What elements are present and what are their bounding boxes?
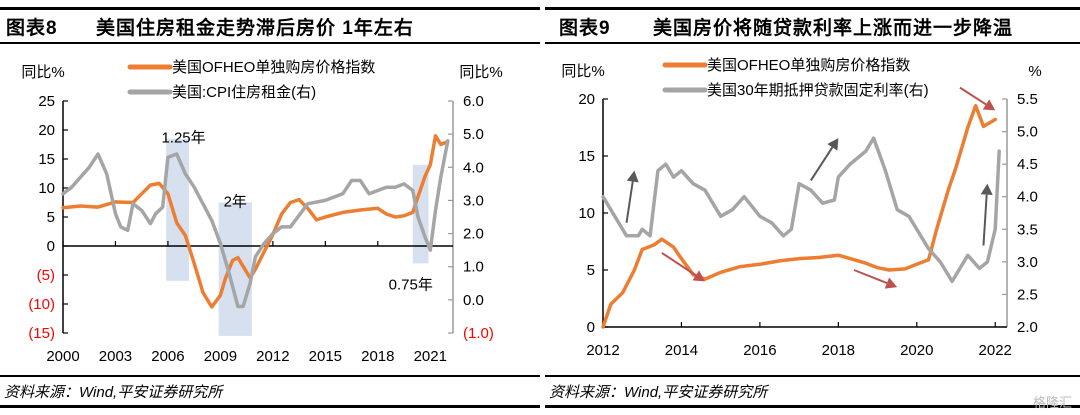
x-tick-label: 2021 [414,348,447,365]
figure-9-panel: 图表9 美国房价将随贷款利率上涨而进一步降温 20 15 10 5 0 5.5 5.0 4.5… [545,0,1080,415]
figure-9-source: 资料来源：Wind,平安证券研究所 [549,384,768,401]
series-line-house-price [61,134,450,309]
figure-8-chart: 2520151050(5)(10)(15)6.05.04.03.02.01.00… [21,59,502,365]
right-axis-title: % [1028,63,1041,80]
right-tick-label: 0.0 [463,292,484,309]
right-tick-label: 6.0 [463,93,484,110]
trend-arrow-down [959,86,987,106]
x-tick-label: 2014 [665,342,698,359]
series-line-house-price [601,104,997,329]
x-tick-label: 2012 [586,342,619,359]
right-tick-label: 4.0 [1017,189,1038,206]
watermark: 格隆汇 [1032,395,1072,410]
right-axis-title: 同比% [459,64,502,81]
trend-arrow-head [884,277,898,289]
series-line-mortgage-rate [601,136,1001,284]
figure-8-title: 美国住房租金走势滞后房价 1年左右 [96,18,414,39]
left-tick-label: 0 [587,319,595,336]
figure-9-chart: 20 15 10 5 0 5.5 5.0 4.5 4.0 3.5 3.0 2.5 2.0 2012 2014… [561,57,1041,359]
trend-arrow-down [853,269,888,284]
figure-8-panel: 图表8 美国住房租金走势滞后房价 1年左右 25 20 15 10 5 0 (5) (10)(… [0,7,540,408]
trend-arrow-head [626,170,639,183]
legend-label: 美国OFHEO单独购房价格指数 [707,57,910,74]
right-tick-label: 1.0 [463,259,484,276]
trend-arrow-down [661,252,697,277]
right-tick-label: 3.5 [1017,221,1038,238]
left-axis-title: 同比% [561,63,604,80]
left-tick-label: (10) [28,296,55,313]
figure-9-label: 图表9 [559,18,611,39]
legend-label: 美国OFHEO单独购房价格指数 [172,59,375,76]
left-tick-label: 25 [38,93,55,110]
shaded-period-2 [412,164,429,264]
left-tick-label: 20 [38,122,55,139]
shaded-period-1 [218,202,252,336]
x-tick-label: 2006 [151,348,184,365]
left-axis-title: 同比% [21,64,64,81]
trend-arrow-up [982,194,988,246]
x-tick-label: 2000 [46,348,79,365]
x-tick-label: 2009 [204,348,237,365]
figure-8-footer: 资料来源：Wind,平安证券研究所 [0,375,540,408]
x-tick-label: 2020 [900,342,933,359]
x-tick-label: 2015 [309,348,342,365]
figure-9-title: 美国房价将随贷款利率上涨而进一步降温 [653,18,1014,39]
shaded-period-label: 1.25年 [161,130,205,147]
left-tick-label: 10 [38,180,55,197]
left-tick-label: 5 [587,262,595,279]
x-tick-label: 2016 [743,342,776,359]
shaded-period-label: 0.75年 [389,276,433,293]
right-tick-label: 2.5 [1017,286,1038,303]
x-tick-label: 2018 [361,348,394,365]
left-tick-label: (15) [28,325,55,342]
right-tick-label: 3.0 [463,192,484,209]
right-tick-label: 2.0 [1017,319,1038,336]
left-tick-label: 15 [38,151,55,168]
figure-8-header: 图表8 美国住房租金走势滞后房价 1年左右 [0,7,540,44]
left-tick-label: 20 [578,91,595,108]
right-tick-label: 5.5 [1017,91,1038,108]
trend-arrow-up [810,146,834,181]
x-tick-label: 2018 [822,342,855,359]
left-tick-label: 10 [578,205,595,222]
trend-arrow-head [980,183,993,196]
legend-label: 美国30年期抵押贷款固定利率(右) [707,82,929,99]
right-tick-label: 3.0 [1017,254,1038,271]
shaded-period-label: 2年 [224,194,247,211]
x-tick-label: 2003 [99,348,132,365]
figure-8-label: 图表8 [6,18,58,39]
right-tick-label: 5.0 [463,126,484,143]
legend-label: 美国:CPI住房租金(右) [172,84,316,101]
figure-8-source: 资料来源：Wind,平安证券研究所 [4,384,223,401]
right-tick-label: (1.0) [463,325,494,342]
right-tick-label: 4.0 [463,159,484,176]
right-tick-label: 4.5 [1017,156,1038,173]
left-tick-label: (5) [37,267,55,284]
trend-arrow-head [827,138,839,151]
left-tick-label: 15 [578,148,595,165]
x-tick-label: 2022 [979,342,1012,359]
right-tick-label: 5.0 [1017,124,1038,141]
right-tick-label: 2.0 [463,226,484,243]
left-tick-label: 5 [47,209,55,226]
left-tick-label: 0 [47,238,55,255]
trend-arrow-head [692,270,705,282]
trend-arrow-up [625,181,634,223]
figure-9-header: 图表9 美国房价将随贷款利率上涨而进一步降温 [545,7,1080,44]
series-line-cpi-rent [61,139,450,309]
x-tick-label: 2012 [256,348,289,365]
trend-arrow-head [982,99,996,111]
figure-9-footer: 资料来源：Wind,平安证券研究所 [545,375,1080,408]
